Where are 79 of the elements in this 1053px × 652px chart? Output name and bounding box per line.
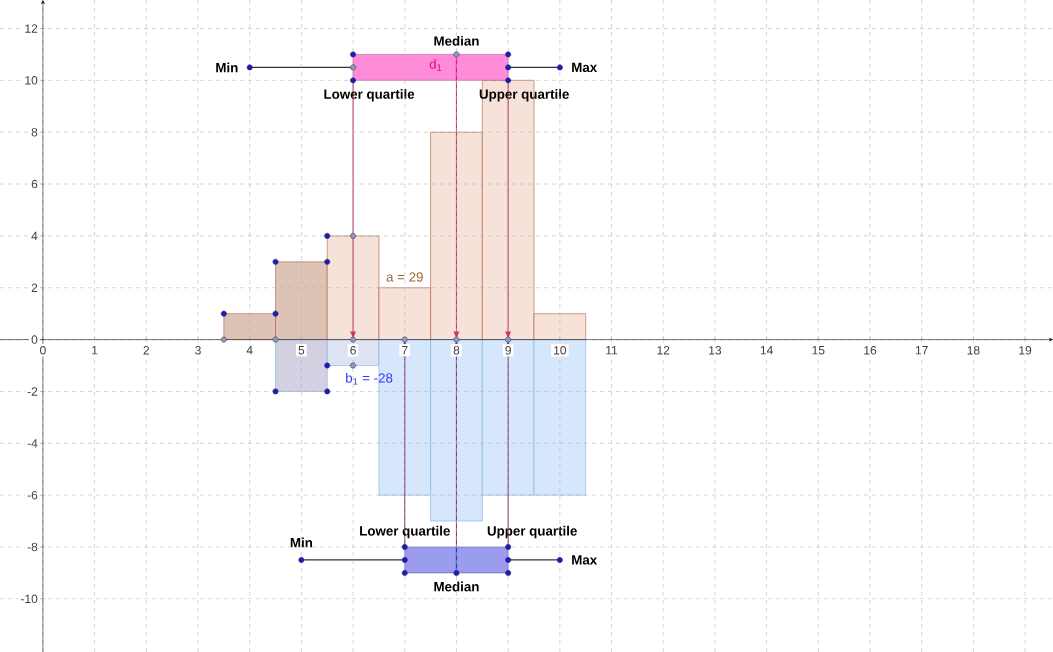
point	[350, 362, 357, 369]
point	[272, 388, 279, 395]
point	[324, 232, 331, 239]
y-tick-label: 0	[31, 335, 38, 344]
point	[350, 336, 357, 343]
point	[556, 557, 563, 563]
annotation: Lower quartile	[324, 89, 415, 102]
annotation: Min	[216, 62, 238, 73]
x-tick-label: 5	[298, 346, 305, 355]
point	[505, 569, 512, 576]
annotation: a = 29	[386, 272, 423, 282]
annotation: Median	[434, 581, 479, 592]
annotation: Lower quartile	[360, 525, 450, 539]
y-tick-label: 12	[25, 24, 38, 33]
point	[298, 557, 305, 563]
annotation: d$_{1}$	[429, 58, 442, 71]
y-tick-label: -2	[27, 387, 38, 396]
point	[272, 310, 279, 317]
x-tick-label: 10	[554, 346, 567, 355]
x-tick-label: 15	[812, 346, 825, 355]
point	[401, 557, 408, 563]
x-tick-label: 12	[657, 346, 670, 355]
x-tick-label: 18	[967, 346, 980, 355]
x-tick-label: 17	[915, 346, 928, 355]
x-tick-label: 0	[40, 346, 46, 355]
annotation: Median	[434, 35, 479, 46]
point	[505, 557, 512, 563]
x-tick-label: 9	[505, 346, 511, 355]
x-tick-label: 11	[606, 346, 618, 355]
x-tick-label: 6	[350, 346, 356, 355]
x-tick-label: 7	[402, 346, 408, 355]
point	[453, 51, 460, 58]
point	[556, 64, 563, 71]
x-tick-label: 4	[246, 346, 253, 355]
point	[350, 77, 357, 84]
point	[505, 544, 512, 550]
point	[324, 258, 331, 265]
annotation: Upper quartile	[487, 525, 577, 539]
point	[401, 569, 408, 576]
point	[220, 336, 227, 343]
point	[453, 336, 460, 343]
y-tick-label: 8	[31, 127, 38, 137]
x-tick-label: 14	[760, 346, 773, 355]
point	[505, 64, 512, 71]
x-tick-label: 1	[92, 346, 98, 355]
point	[505, 77, 512, 84]
x-tick-label: 13	[709, 346, 722, 355]
y-tick-label: -8	[27, 542, 38, 552]
point	[220, 310, 227, 317]
point	[453, 569, 460, 576]
point	[246, 64, 253, 71]
annotation: Max	[572, 555, 598, 565]
point	[350, 232, 357, 239]
x-tick-label: 19	[1019, 346, 1032, 355]
y-tick-label: 4	[31, 231, 38, 241]
x-tick-label: 16	[864, 346, 877, 355]
point	[505, 336, 512, 343]
point	[401, 336, 408, 343]
annotation: Upper quartile	[479, 89, 569, 102]
point	[401, 544, 408, 550]
y-tick-label: -10	[21, 594, 38, 604]
annotation: b$_{1}$ = -28	[346, 372, 393, 385]
y-tick-label: 6	[31, 179, 38, 189]
y-tick-label: -4	[27, 439, 38, 448]
y-tick-label: -6	[27, 490, 38, 500]
x-tick-label: 3	[195, 346, 201, 355]
point	[350, 64, 357, 71]
point	[324, 388, 331, 395]
x-tick-label: 8	[453, 346, 460, 355]
point	[324, 362, 331, 369]
annotation: Max	[572, 62, 598, 73]
y-tick-label: 2	[31, 283, 38, 292]
y-tick-label: 10	[25, 76, 38, 85]
x-tick-label: 2	[143, 346, 150, 355]
annotation: Min	[290, 537, 313, 548]
point	[505, 51, 512, 58]
point	[272, 336, 279, 343]
point	[272, 258, 279, 265]
point	[350, 51, 357, 58]
